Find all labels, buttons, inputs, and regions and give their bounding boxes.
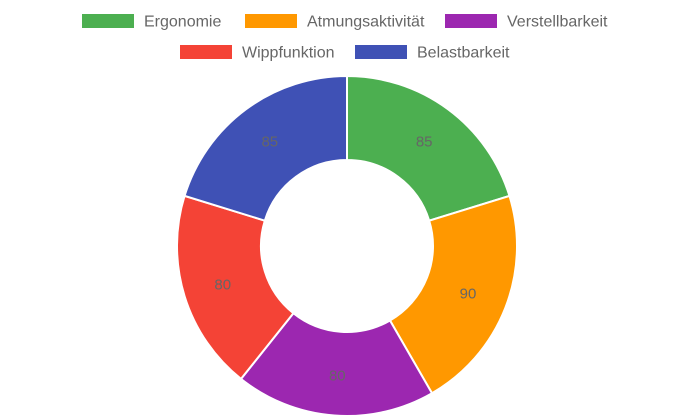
slice-value-label-0: 85 [416, 133, 433, 150]
chart-slices [176, 74, 518, 417]
slice-value-label-1: 90 [460, 285, 477, 302]
slice-value-label-4: 85 [261, 133, 278, 150]
legend-swatch-3[interactable] [180, 45, 232, 59]
slice-1[interactable] [388, 194, 518, 395]
chart-legend: Ergonomie Atmungsaktivität Verstellbarkeit… [82, 14, 608, 62]
slice-2[interactable] [239, 311, 434, 417]
legend-swatch-0[interactable] [82, 14, 134, 28]
slice-0[interactable] [346, 74, 511, 222]
chart-data-labels: 85 90 80 80 85 [214, 133, 476, 384]
slice-4[interactable] [183, 74, 348, 222]
legend-label-2[interactable]: Verstellbarkeit [507, 14, 608, 31]
legend-label-4[interactable]: Belastbarkeit [417, 45, 510, 62]
slice-value-label-2: 80 [329, 368, 346, 385]
legend-label-0[interactable]: Ergonomie [144, 14, 221, 31]
slice-3[interactable] [176, 194, 295, 381]
slice-value-label-3: 80 [214, 276, 231, 293]
legend-label-3[interactable]: Wippfunktion [242, 45, 335, 62]
legend-swatch-2[interactable] [445, 14, 497, 28]
legend-swatch-1[interactable] [245, 14, 297, 28]
legend-swatch-4[interactable] [355, 45, 407, 59]
legend-label-1[interactable]: Atmungsaktivität [307, 14, 425, 31]
